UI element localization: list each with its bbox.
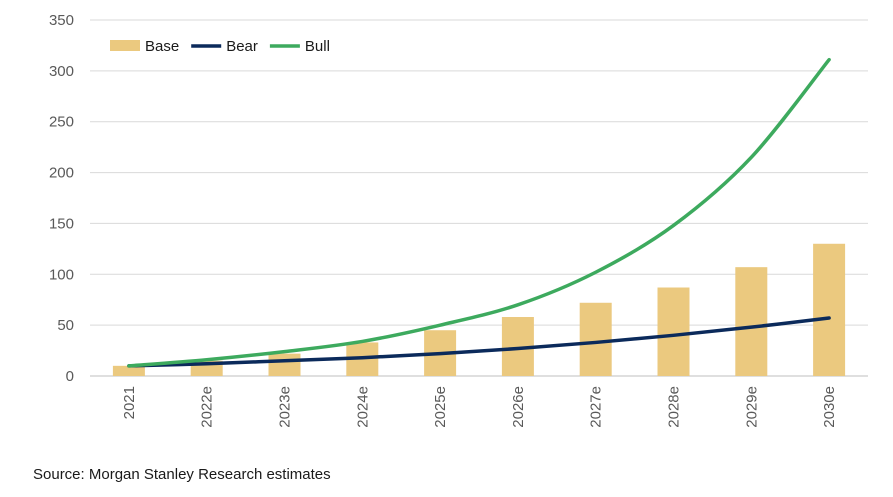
x-tick-label: 2023e	[277, 386, 294, 428]
bar-base-2021	[112, 365, 145, 376]
legend-label-bear: Bear	[226, 38, 258, 55]
base-bars	[112, 243, 846, 376]
line-bull	[127, 57, 831, 368]
x-tick-label: 2021	[121, 386, 138, 419]
y-tick-label: 250	[49, 114, 74, 131]
legend-label-bull: Bull	[305, 38, 330, 55]
x-tick-label: 2025e	[432, 386, 449, 428]
y-axis-ticks: 0 50 100 150 200 250 300 350	[49, 12, 74, 385]
legend-label-base: Base	[145, 38, 179, 55]
x-tick-label: 2022e	[199, 386, 216, 428]
x-tick-label: 2026e	[510, 386, 527, 428]
y-tick-label: 100	[49, 266, 74, 283]
x-tick-label: 2028e	[666, 386, 683, 428]
bar-base-2030e	[813, 243, 846, 376]
x-tick-label: 2027e	[588, 386, 605, 428]
x-tick-label: 2029e	[743, 386, 760, 428]
gridlines	[90, 19, 868, 377]
x-tick-label: 2030e	[821, 386, 838, 428]
y-tick-label: 150	[49, 215, 74, 232]
bar-base-2023e	[268, 353, 301, 376]
bar-base-2028e	[657, 287, 690, 376]
y-tick-label: 0	[66, 368, 74, 385]
legend-swatch-base	[110, 40, 140, 51]
source-note: Source: Morgan Stanley Research estimate…	[33, 466, 331, 483]
line-bear	[127, 316, 831, 368]
y-tick-label: 50	[57, 317, 74, 334]
x-axis-ticks: 2021 2022e 2023e 2024e 2025e 2026e 2027e 2028e 2…	[121, 386, 838, 428]
y-tick-label: 200	[49, 165, 74, 182]
legend: Base Bear Bull	[110, 38, 330, 55]
scenario-lines	[127, 57, 831, 368]
x-tick-label: 2024e	[354, 386, 371, 428]
bar-base-2029e	[735, 267, 768, 376]
y-tick-label: 300	[49, 63, 74, 80]
bar-base-2027e	[579, 302, 612, 376]
y-tick-label: 350	[49, 12, 74, 29]
